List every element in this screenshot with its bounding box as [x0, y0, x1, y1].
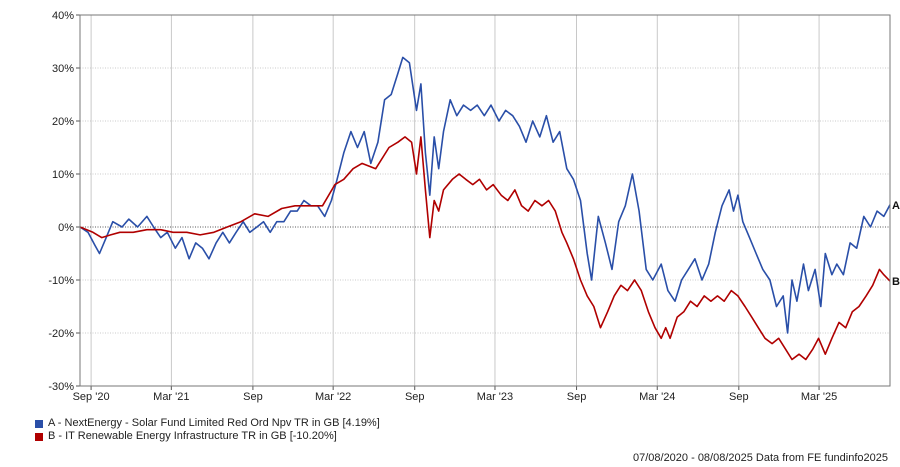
y-tick-label: 10%: [52, 169, 74, 181]
legend: A - NextEnergy - Solar Fund Limited Red …: [35, 417, 380, 443]
plot-border: [79, 14, 891, 387]
series-end-label-a: A: [892, 200, 900, 212]
x-axis-ticks: Sep '20 Mar '21 Sep Mar '22 Sep Mar '23 Sep Mar…: [73, 386, 837, 403]
y-tick-label: 20%: [52, 116, 74, 128]
legend-item-a: A - NextEnergy - Solar Fund Limited Red …: [35, 417, 380, 430]
x-tick-label: Sep '20: [73, 391, 110, 403]
y-tick-label: -20%: [48, 328, 74, 340]
chart-canvas: 40% 30% 20% 10% 0% -10% -20% -30% Sep '20 Mar '2…: [48, 10, 900, 403]
x-tick-label: Mar '25: [801, 391, 837, 403]
x-tick-label: Sep: [567, 391, 587, 403]
series-end-label-b: B: [892, 276, 900, 288]
y-tick-label: -30%: [48, 381, 74, 393]
legend-label-a: A - NextEnergy - Solar Fund Limited Red …: [48, 417, 380, 429]
x-tick-label: Sep: [243, 391, 263, 403]
series-line-a: [79, 56, 891, 334]
y-axis-ticks: 40% 30% 20% 10% 0% -10% -20% -30%: [48, 10, 80, 393]
series-line-b: [79, 136, 891, 361]
series-lines: [79, 56, 891, 361]
x-tick-label: Mar '22: [315, 391, 351, 403]
y-tick-label: 40%: [52, 10, 74, 22]
x-tick-label: Sep: [729, 391, 749, 403]
legend-item-b: B - IT Renewable Energy Infrastructure T…: [35, 430, 380, 443]
y-tick-label: -10%: [48, 275, 74, 287]
grid-lines: [80, 14, 890, 387]
plot-area: [80, 15, 890, 386]
chart-footer: 07/08/2020 - 08/08/2025 Data from FE fun…: [632, 452, 888, 464]
legend-swatch-a: [35, 419, 43, 428]
x-tick-label: Mar '21: [153, 391, 189, 403]
y-tick-label: 0%: [58, 222, 74, 234]
series-end-labels: AB: [892, 200, 900, 288]
legend-swatch-b: [35, 432, 43, 441]
x-tick-label: Mar '24: [639, 391, 675, 403]
x-tick-label: Mar '23: [477, 391, 513, 403]
y-tick-label: 30%: [52, 63, 74, 75]
x-tick-label: Sep: [405, 391, 425, 403]
legend-label-b: B - IT Renewable Energy Infrastructure T…: [48, 430, 337, 442]
